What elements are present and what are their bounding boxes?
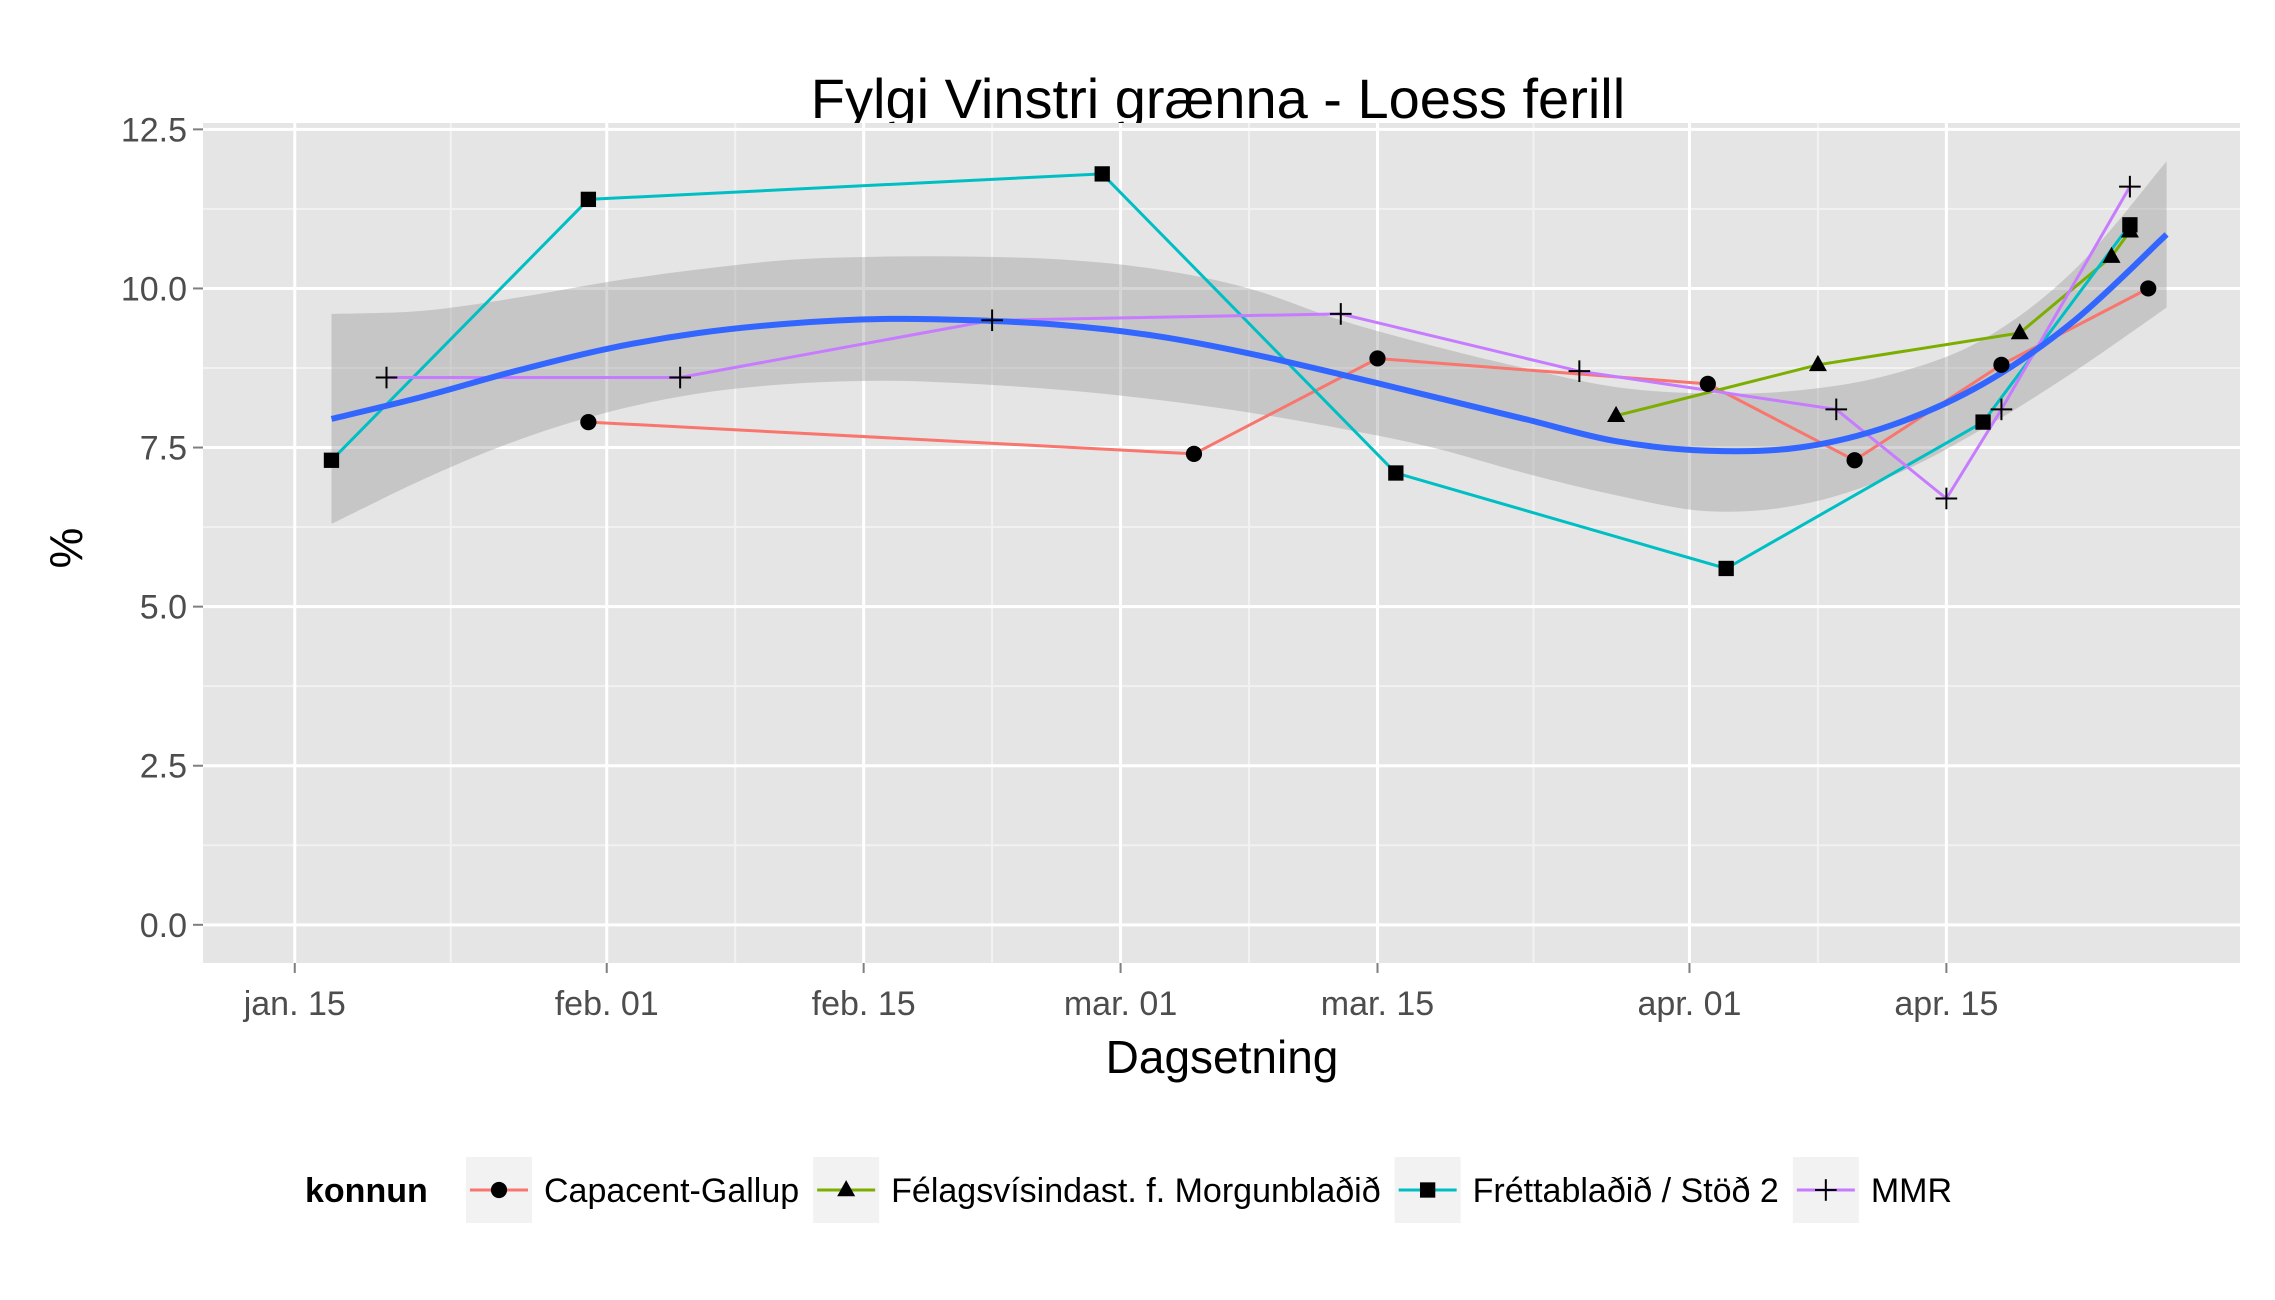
x-tick-label: mar. 15: [1321, 985, 1434, 1023]
legend-marker: [1419, 1182, 1436, 1198]
legend-marker: [490, 1181, 508, 1199]
legend-title: konnun: [305, 1172, 428, 1210]
y-tick-label: 12.5: [121, 111, 187, 149]
x-tick-label: mar. 01: [1064, 985, 1177, 1023]
plot-panel: [203, 123, 2240, 963]
legend-item: Fréttablaðið / Stöð 2: [1394, 1157, 1779, 1223]
legend-marker: [837, 1180, 856, 1197]
data-point: [1990, 398, 2013, 421]
y-axis-title: %: [40, 528, 92, 569]
data-point: [1329, 303, 1352, 325]
data-point: [1935, 487, 1958, 510]
data-point: [2010, 323, 2029, 340]
data-point: [2140, 280, 2157, 297]
x-tick-label: feb. 01: [555, 985, 659, 1023]
y-tick-label: 10.0: [121, 270, 187, 308]
data-point: [669, 366, 691, 389]
legend-label: MMR: [1871, 1172, 1952, 1210]
data-point: [2119, 175, 2141, 198]
data-point: [375, 366, 398, 389]
data-point: [580, 413, 597, 431]
data-point: [1846, 452, 1863, 469]
data-point: [1094, 166, 1110, 182]
data-point: [2122, 217, 2138, 233]
y-tick-label: 7.5: [140, 430, 187, 468]
legend-item: MMR: [1792, 1157, 1952, 1223]
legend-item: Félagsvísindast. f. Morgunblaðið: [813, 1157, 1381, 1223]
data-point: [2102, 246, 2121, 263]
series-markers: [323, 166, 2157, 577]
loess-confidence-band: [331, 161, 2167, 524]
loess-band: [331, 161, 2167, 524]
data-point: [580, 191, 597, 208]
data-point: [1607, 405, 1626, 423]
axes: 0.0 2.5 5.0 7.5 10.0 12.5 jan. 15 feb. 01 feb. 1…: [121, 111, 1999, 1023]
legend-label: Fréttablaðið / Stöð 2: [1473, 1172, 1779, 1210]
y-tick-label: 5.0: [140, 589, 187, 627]
data-point: [1369, 350, 1386, 367]
loess-curve: [330, 232, 2169, 455]
data-point: [1825, 398, 1848, 421]
x-tick-label: apr. 15: [1894, 985, 1998, 1023]
data-point: [1975, 414, 1991, 430]
grid: [203, 123, 2240, 963]
legend-label: Capacent-Gallup: [544, 1172, 799, 1210]
legend-marker: [1815, 1179, 1837, 1201]
data-point: [1185, 445, 1203, 463]
legend-label: Félagsvísindast. f. Morgunblaðið: [891, 1172, 1380, 1210]
data-point: [1808, 354, 1827, 372]
y-tick-label: 0.0: [140, 907, 187, 945]
data-point: [323, 452, 340, 468]
chart-title: Fylgi Vinstri grænna - Loess ferill: [811, 67, 1625, 130]
data-point: [1699, 375, 1716, 393]
x-tick-label: jan. 15: [243, 985, 346, 1023]
data-point: [1993, 356, 2010, 373]
legend-item: Capacent-Gallup: [466, 1157, 799, 1223]
data-point: [1388, 465, 1404, 481]
loess-line: [330, 232, 2169, 455]
x-axis-title: Dagsetning: [1106, 1031, 1339, 1083]
x-tick-label: apr. 01: [1637, 985, 1741, 1023]
x-tick-label: feb. 15: [812, 985, 916, 1023]
data-point: [1568, 360, 1591, 382]
legend: konnun Capacent-Gallup Félagsvísindast. f.…: [305, 1157, 1952, 1223]
data-point: [1718, 560, 1734, 577]
data-point: [981, 309, 1003, 332]
y-tick-label: 2.5: [140, 748, 187, 786]
